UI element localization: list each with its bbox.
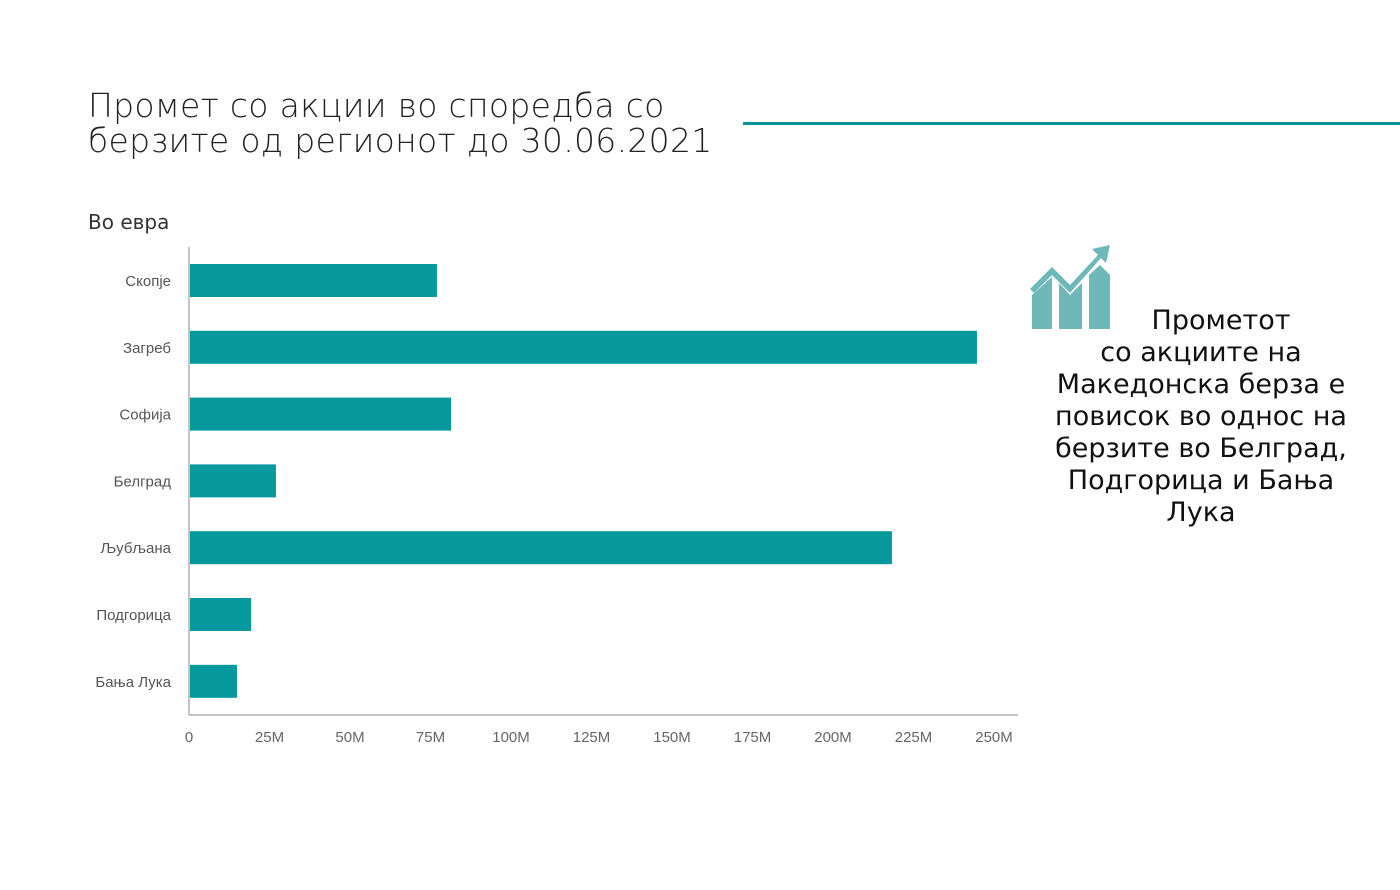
- category-label: Скопје: [125, 273, 171, 290]
- x-tick-label: 75M: [416, 729, 445, 746]
- category-label: Бања Лука: [95, 674, 171, 691]
- x-tick-label: 200M: [814, 729, 852, 746]
- highlight-text-line1: Прометот: [1151, 305, 1291, 336]
- highlight-text-body: со акциите на Македонска берза е повисок…: [1055, 337, 1347, 528]
- x-tick-label: 100M: [492, 729, 530, 746]
- category-label: Љубљана: [100, 540, 171, 557]
- bar: [190, 397, 452, 431]
- category-label: Софија: [119, 407, 171, 424]
- title-divider: [743, 122, 1400, 125]
- bar: [190, 330, 977, 364]
- title-line-1: Промет со акции во споредба со: [88, 86, 665, 125]
- bar-chart: Скопје Загреб Софија Белград Љубљана Подгориц…: [95, 247, 1018, 746]
- bar: [190, 464, 276, 498]
- page-title: Промет со акции во споредба со берзите о…: [88, 88, 713, 158]
- x-tick-label: 150M: [653, 729, 691, 746]
- unit-label: Во евра: [88, 210, 170, 234]
- bar: [190, 664, 237, 698]
- x-tick-label: 0: [185, 729, 193, 746]
- bar: [190, 598, 252, 631]
- x-tick-label: 25M: [255, 729, 284, 746]
- growth-chart-icon: [1030, 245, 1110, 329]
- x-tick-label: 250M: [975, 729, 1013, 746]
- category-label: Белград: [114, 473, 172, 490]
- category-label: Загреб: [123, 340, 171, 357]
- bar: [190, 531, 892, 565]
- x-tick-label: 175M: [734, 729, 772, 746]
- x-tick-label: 225M: [895, 729, 933, 746]
- title-line-2: берзите од регионот до 30.06.2021: [88, 121, 713, 160]
- category-label: Подгорица: [96, 607, 171, 624]
- highlight-text: Прометот со акциите на Македонска берза …: [1030, 305, 1372, 529]
- x-tick-label: 125M: [573, 729, 611, 746]
- x-tick-label: 50M: [335, 729, 364, 746]
- bar: [190, 264, 437, 297]
